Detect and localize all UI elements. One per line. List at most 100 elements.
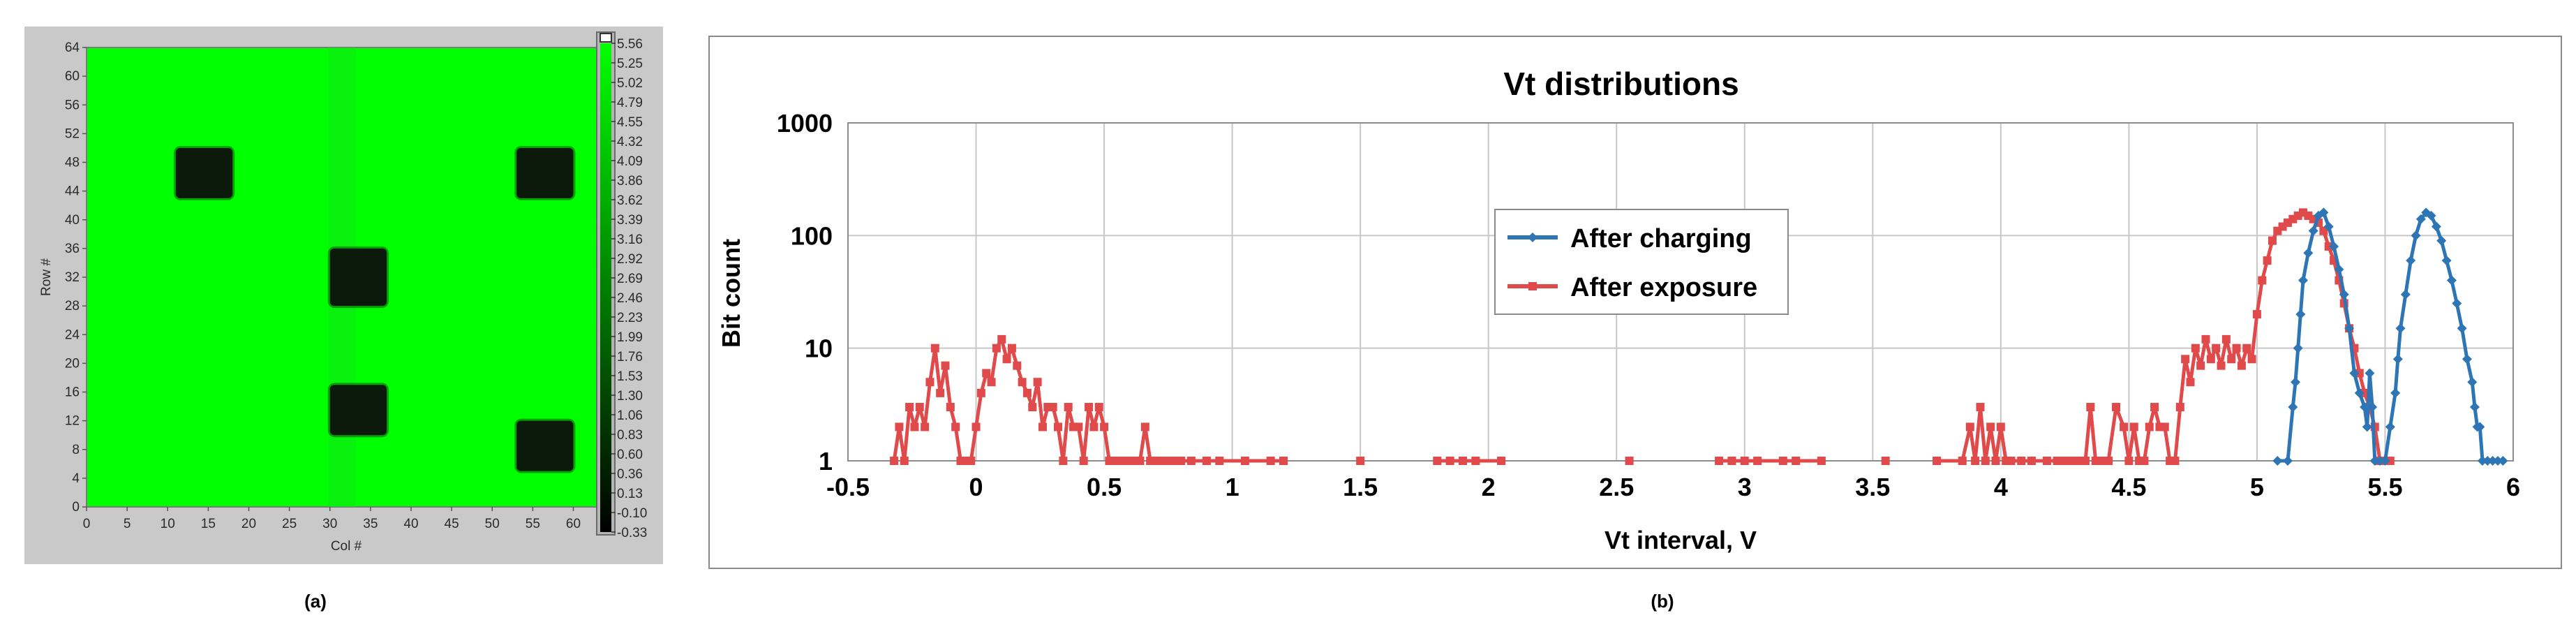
data-point-after-exposure	[1433, 457, 1442, 465]
data-point-after-exposure	[1715, 457, 1724, 465]
legend-marker-after-charging	[1528, 233, 1538, 242]
data-point-after-exposure	[2140, 457, 2149, 465]
data-point-after-exposure	[1279, 457, 1288, 465]
data-point-after-exposure	[1753, 457, 1762, 465]
data-point-after-exposure	[1976, 403, 1985, 412]
data-point-after-charging	[2295, 309, 2306, 320]
data-point-after-exposure	[1038, 422, 1047, 431]
heatmap-y-tick-label: 28	[65, 299, 80, 314]
data-point-after-exposure	[2268, 236, 2277, 245]
data-point-after-exposure	[2360, 388, 2369, 397]
data-point-after-exposure	[1215, 457, 1224, 465]
data-point-after-charging	[2380, 456, 2390, 466]
data-point-after-charging	[2467, 377, 2478, 388]
data-point-after-charging	[2334, 264, 2344, 274]
series-after-exposure	[890, 208, 2395, 465]
data-point-after-exposure	[921, 422, 930, 431]
data-point-after-exposure	[1085, 403, 1094, 412]
data-point-after-exposure	[1002, 355, 1011, 364]
data-point-after-exposure	[1018, 378, 1027, 387]
chart-x-label: Vt interval, V	[1605, 526, 1757, 554]
heatmap-y-tick-label: 48	[65, 156, 80, 170]
data-point-after-exposure	[905, 403, 914, 412]
data-point-after-exposure	[1817, 457, 1826, 465]
data-point-after-exposure	[2324, 242, 2333, 251]
data-point-after-charging	[2431, 221, 2441, 232]
data-point-after-charging	[2272, 456, 2283, 466]
data-point-after-charging	[2487, 456, 2498, 466]
chart-x-tick-label: 6	[2506, 473, 2520, 501]
heatmap-block-2	[516, 147, 574, 198]
colorbar-tick-label: 1.30	[617, 389, 643, 404]
data-point-after-exposure	[930, 344, 939, 353]
data-point-after-exposure	[2175, 403, 2184, 412]
heatmap-y-tick-label: 56	[65, 98, 80, 112]
colorbar-top-knob[interactable]	[600, 33, 612, 43]
heatmap-x-tick-label: 0	[83, 517, 91, 531]
data-point-after-exposure	[2124, 457, 2134, 465]
heatmap-y-label: Row #	[39, 258, 54, 296]
heatmap-x-tick-label: 35	[363, 517, 378, 531]
data-point-after-exposure	[1202, 457, 1211, 465]
data-point-after-exposure	[2263, 256, 2272, 265]
data-point-after-exposure	[2217, 361, 2226, 370]
data-point-after-exposure	[2186, 378, 2195, 387]
data-point-after-charging	[2323, 221, 2334, 232]
data-point-after-exposure	[987, 378, 996, 387]
colorbar-tick-label: -0.33	[617, 526, 647, 540]
data-point-after-charging	[2406, 256, 2416, 266]
heatmap-x-tick-label: 5	[124, 517, 131, 531]
colorbar-tick-label: 2.23	[617, 311, 643, 325]
heatmap-block-4	[329, 385, 387, 436]
data-point-after-charging	[2354, 388, 2365, 398]
data-point-after-exposure	[1266, 457, 1275, 465]
data-point-after-exposure	[2171, 457, 2180, 465]
data-point-after-exposure	[2221, 334, 2231, 344]
heatmap-x-tick-label: 40	[403, 517, 418, 531]
data-point-after-exposure	[982, 369, 991, 378]
data-point-after-charging	[2390, 388, 2401, 398]
heatmap-y-tick-label: 0	[72, 500, 80, 515]
panel-b: Vt distributions -0.5 0 0.5 1 1.5 2 2.5 3 3.5 4 4.…	[708, 36, 2562, 612]
data-point-after-charging	[2362, 422, 2372, 432]
data-point-after-exposure	[1497, 457, 1506, 465]
data-point-after-charging	[2411, 230, 2421, 241]
data-point-after-exposure	[2196, 361, 2205, 370]
data-point-after-exposure	[1445, 457, 1454, 465]
chart-x-tick-label: 4	[1994, 473, 2008, 501]
heatmap-y-tick-label: 36	[65, 242, 80, 256]
colorbar-tick-label: 3.62	[617, 193, 643, 208]
data-point-after-exposure	[1240, 457, 1249, 465]
data-point-after-exposure	[2355, 369, 2364, 378]
chart-x-tick-label: 3	[1738, 473, 1752, 501]
chart-x-tick-label: 5.5	[2367, 473, 2402, 501]
data-point-after-exposure	[2150, 403, 2159, 412]
data-point-after-charging	[2392, 354, 2403, 364]
data-point-after-exposure	[2201, 334, 2210, 344]
data-point-after-charging	[2375, 456, 2385, 466]
data-point-after-charging	[2452, 298, 2462, 309]
data-point-after-exposure	[1727, 457, 1736, 465]
data-point-after-exposure	[1140, 422, 1149, 431]
colorbar-tick-label: 4.09	[617, 154, 643, 169]
data-point-after-exposure	[967, 457, 976, 465]
legend-label-after-charging: After charging	[1570, 224, 1752, 253]
heatmap-y-tick-label: 8	[72, 443, 80, 457]
chart-x-tick-label: 2	[1482, 473, 1496, 501]
data-point-after-exposure	[1471, 457, 1480, 465]
data-point-after-charging	[2400, 289, 2411, 300]
data-point-after-charging	[2415, 214, 2426, 224]
data-point-after-charging	[2426, 210, 2436, 221]
data-point-after-exposure	[1079, 457, 1088, 465]
heatmap-x-tick-label: 50	[485, 517, 500, 531]
data-point-after-charging	[2441, 256, 2452, 266]
data-point-after-exposure	[997, 334, 1006, 344]
chart-y-ticks: 1 10 100 1000	[777, 109, 833, 475]
chart-x-tick-label: 0.5	[1087, 473, 1122, 501]
data-point-after-exposure	[2227, 355, 2236, 364]
data-point-after-charging	[2349, 368, 2360, 378]
data-point-after-charging	[2395, 323, 2406, 334]
data-point-after-exposure	[1740, 457, 1749, 465]
heatmap-y-tick-label: 32	[65, 270, 80, 285]
